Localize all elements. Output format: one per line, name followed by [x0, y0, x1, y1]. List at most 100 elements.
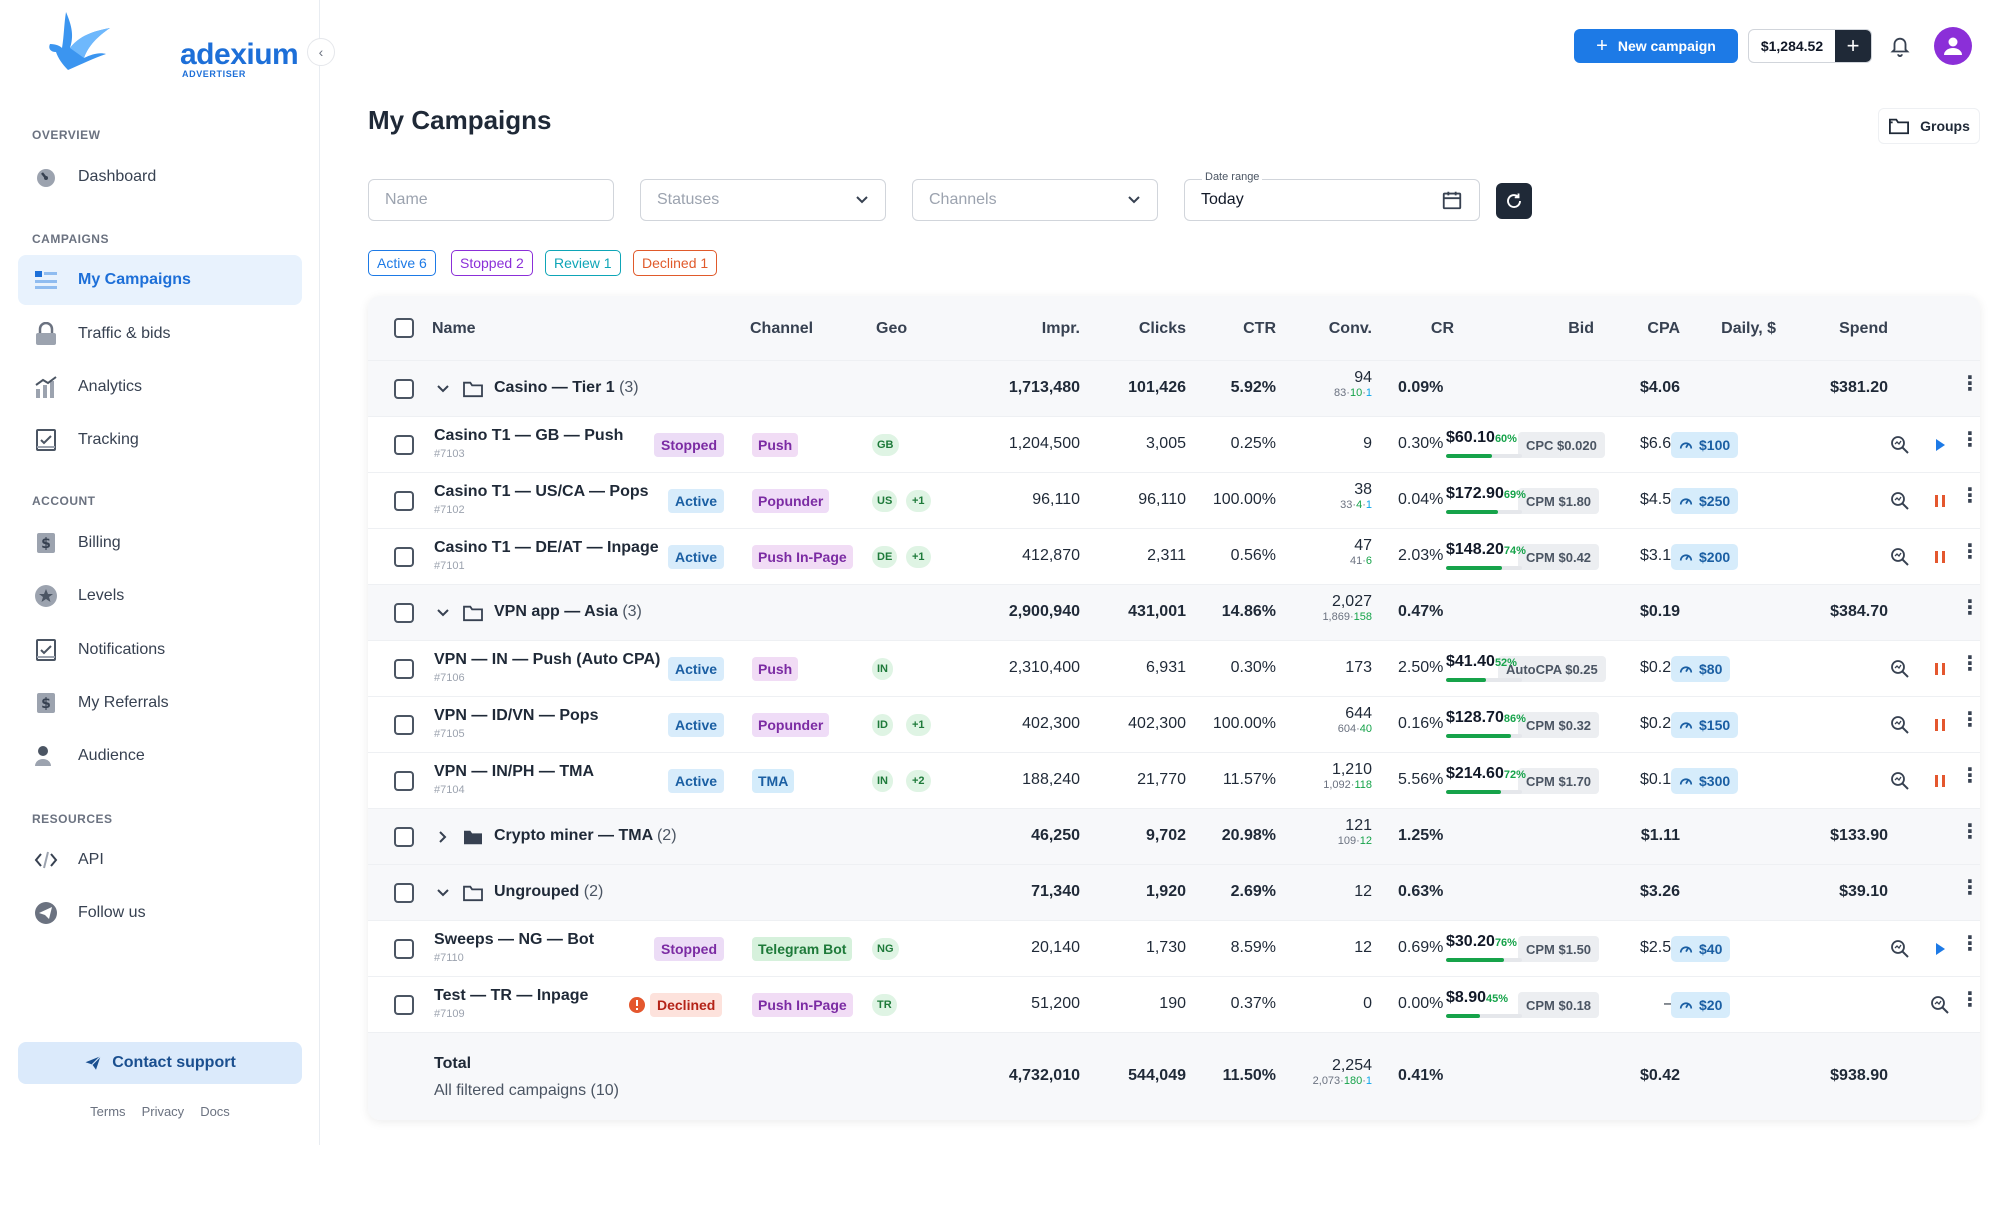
daily-budget-badge[interactable]: $200 [1671, 544, 1739, 570]
row-checkbox[interactable] [394, 995, 414, 1015]
table-row[interactable]: Casino T1 — US/CA — Pops #7102 Active Popun… [368, 472, 1980, 528]
col-daily[interactable]: Daily, $ [1721, 320, 1776, 337]
group-row[interactable]: Ungrouped (2) 71,340 1,920 2.69% 12 0.63% $3.2… [368, 864, 1980, 920]
group-row[interactable]: Casino — Tier 1 (3) 1,713,480 101,426 5.92%… [368, 360, 1980, 416]
sidebar-item-api[interactable]: API [18, 835, 302, 885]
sidebar-item-billing[interactable]: $ Billing [18, 518, 302, 568]
geo-extra-badge[interactable]: +2 [906, 770, 931, 792]
more-actions-icon[interactable]: ⋮ [1960, 933, 1980, 955]
inspect-button[interactable] [1888, 769, 1912, 793]
col-spend[interactable]: Spend [1839, 320, 1888, 337]
campaign-name[interactable]: Test — TR — Inpage [434, 987, 589, 1004]
more-actions-icon[interactable]: ⋮ [1960, 597, 1980, 619]
sidebar-item-analytics[interactable]: Analytics [18, 362, 302, 412]
select-all-checkbox[interactable] [394, 318, 414, 338]
col-cpa[interactable]: CPA [1647, 320, 1680, 337]
col-clicks[interactable]: Clicks [1138, 320, 1186, 337]
daily-budget-badge[interactable]: $150 [1671, 712, 1739, 738]
inspect-button[interactable] [1928, 993, 1952, 1017]
campaign-name[interactable]: Sweeps — NG — Bot [434, 931, 595, 948]
footer-link-docs[interactable]: Docs [200, 1104, 230, 1119]
geo-extra-badge[interactable]: +1 [906, 714, 931, 736]
pause-button[interactable] [1928, 713, 1952, 737]
footer-link-terms[interactable]: Terms [90, 1104, 126, 1119]
statuses-select[interactable]: Statuses [640, 179, 886, 221]
inspect-button[interactable] [1888, 713, 1912, 737]
sidebar-item-traffic-bids[interactable]: Traffic & bids [18, 309, 302, 359]
sidebar-item-dashboard[interactable]: Dashboard [18, 152, 302, 202]
footer-link-privacy[interactable]: Privacy [141, 1104, 185, 1119]
table-row[interactable]: Test — TR — Inpage #7109 Declined Push In-P… [368, 976, 1980, 1032]
daily-budget-badge[interactable]: $20 [1671, 992, 1731, 1018]
sidebar-item-audience[interactable]: Audience [18, 731, 302, 781]
collapse-sidebar-button[interactable]: ‹ [307, 38, 335, 66]
pause-button[interactable] [1928, 769, 1952, 793]
more-actions-icon[interactable]: ⋮ [1960, 877, 1980, 899]
groups-button[interactable]: Groups [1878, 108, 1980, 144]
pause-button[interactable] [1928, 657, 1952, 681]
chevron-down-icon[interactable] [436, 888, 450, 898]
pause-button[interactable] [1928, 489, 1952, 513]
col-geo[interactable]: Geo [876, 320, 908, 337]
daily-budget-badge[interactable]: $300 [1671, 768, 1739, 794]
row-checkbox[interactable] [394, 659, 414, 679]
col-impr[interactable]: Impr. [1041, 320, 1080, 337]
inspect-button[interactable] [1888, 657, 1912, 681]
col-channel[interactable]: Channel [750, 320, 814, 337]
table-row[interactable]: VPN — IN/PH — TMA #7104 Active TMA IN +2 188,2… [368, 752, 1980, 808]
status-chip-declined[interactable]: Declined 1 [633, 250, 718, 276]
table-row[interactable]: VPN — ID/VN — Pops #7105 Active Popunder ID +… [368, 696, 1980, 752]
name-filter-input[interactable]: Name [368, 179, 614, 221]
col-ctr[interactable]: CTR [1243, 320, 1276, 337]
more-actions-icon[interactable]: ⋮ [1960, 765, 1980, 787]
play-button[interactable] [1928, 433, 1952, 457]
sidebar-item-my-referrals[interactable]: $ My Referrals [18, 678, 302, 728]
chevron-right-icon[interactable] [438, 830, 448, 844]
more-actions-icon[interactable]: ⋮ [1960, 989, 1980, 1011]
table-row[interactable]: Sweeps — NG — Bot #7110 Stopped Telegram Bo… [368, 920, 1980, 976]
daily-budget-badge[interactable]: $100 [1671, 432, 1739, 458]
daily-budget-badge[interactable]: $250 [1671, 488, 1739, 514]
table-row[interactable]: Casino T1 — GB — Push #7103 Stopped Push GB 1… [368, 416, 1980, 472]
daily-budget-badge[interactable]: $40 [1671, 936, 1731, 962]
more-actions-icon[interactable]: ⋮ [1960, 821, 1980, 843]
more-actions-icon[interactable]: ⋮ [1960, 429, 1980, 451]
row-checkbox[interactable] [394, 491, 414, 511]
more-actions-icon[interactable]: ⋮ [1960, 653, 1980, 675]
row-checkbox[interactable] [394, 435, 414, 455]
row-checkbox[interactable] [394, 603, 414, 623]
pause-button[interactable] [1928, 545, 1952, 569]
more-actions-icon[interactable]: ⋮ [1960, 485, 1980, 507]
col-cr[interactable]: CR [1430, 320, 1454, 337]
status-chip-active[interactable]: Active 6 [368, 250, 436, 276]
chevron-down-icon[interactable] [436, 384, 450, 394]
campaign-name[interactable]: Casino T1 — GB — Push [434, 427, 624, 444]
table-row[interactable]: VPN — IN — Push (Auto CPA) #7106 Active Pus… [368, 640, 1980, 696]
campaign-name[interactable]: Casino T1 — DE/AT — Inpage [434, 539, 659, 556]
geo-extra-badge[interactable]: +1 [906, 546, 931, 568]
group-row[interactable]: Crypto miner — TMA (2) 46,250 9,702 20.98% 1… [368, 808, 1980, 864]
daily-budget-badge[interactable]: $80 [1671, 656, 1731, 682]
row-checkbox[interactable] [394, 827, 414, 847]
campaign-name[interactable]: VPN — IN — Push (Auto CPA) [434, 651, 661, 668]
campaign-name[interactable]: VPN — ID/VN — Pops [434, 707, 599, 724]
channels-select[interactable]: Channels [912, 179, 1158, 221]
add-funds-button[interactable]: + [1835, 30, 1871, 62]
col-conv[interactable]: Conv. [1328, 320, 1372, 337]
inspect-button[interactable] [1888, 489, 1912, 513]
campaign-name[interactable]: VPN — IN/PH — TMA [434, 763, 595, 780]
chevron-down-icon[interactable] [436, 608, 450, 618]
date-range-picker[interactable]: Today [1184, 179, 1480, 221]
row-checkbox[interactable] [394, 715, 414, 735]
row-checkbox[interactable] [394, 771, 414, 791]
status-chip-stopped[interactable]: Stopped 2 [451, 250, 533, 276]
refresh-button[interactable] [1496, 183, 1532, 219]
more-actions-icon[interactable]: ⋮ [1960, 541, 1980, 563]
campaign-name[interactable]: Casino T1 — US/CA — Pops [434, 483, 649, 500]
col-name[interactable]: Name [432, 320, 476, 337]
contact-support-button[interactable]: Contact support [18, 1042, 302, 1084]
table-row[interactable]: Casino T1 — DE/AT — Inpage #7101 Active Pus… [368, 528, 1980, 584]
more-actions-icon[interactable]: ⋮ [1960, 373, 1980, 395]
row-checkbox[interactable] [394, 547, 414, 567]
geo-extra-badge[interactable]: +1 [906, 490, 931, 512]
